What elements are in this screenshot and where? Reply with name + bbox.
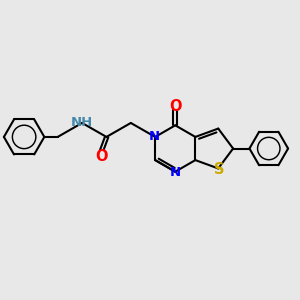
Text: O: O [169, 99, 182, 114]
Text: N: N [148, 130, 160, 143]
Text: O: O [95, 149, 107, 164]
Text: S: S [214, 162, 224, 177]
Text: N: N [170, 166, 181, 179]
Text: NH: NH [70, 116, 93, 129]
